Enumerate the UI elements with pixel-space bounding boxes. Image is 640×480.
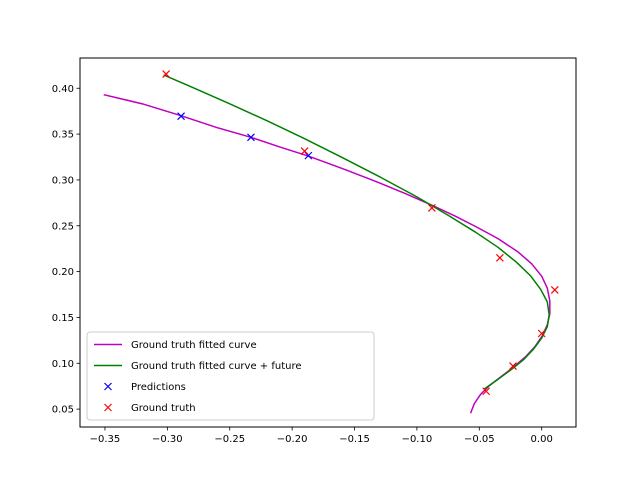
x-tick-label: −0.20 [277, 434, 308, 445]
legend-predictions-label: Predictions [131, 382, 186, 393]
y-tick-label: 0.15 [52, 313, 74, 324]
x-tick-label: −0.15 [339, 434, 370, 445]
legend-ground-truth-fitted-curve-future-label: Ground truth fitted curve + future [131, 361, 302, 372]
x-tick-label: −0.25 [214, 434, 245, 445]
ground-truth-marker [482, 387, 491, 396]
ground-truth-marker [509, 362, 517, 370]
predictions-marker [177, 112, 185, 121]
ground-truth-marker [550, 286, 559, 294]
y-tick-label: 0.35 [52, 130, 74, 141]
x-tick-label: −0.05 [464, 434, 495, 445]
legend-box [86, 331, 375, 421]
x-tick-label: 0.00 [531, 434, 553, 445]
ground-truth-marker [427, 203, 436, 212]
x-tick-label: −0.30 [152, 434, 183, 445]
ground-truth-marker [300, 147, 309, 155]
legend-predictions-swatch [104, 382, 112, 391]
x-axis: −0.35 −0.30 −0.25 −0.20 −0.15 −0.10 −0.05 0.00 [90, 427, 553, 445]
axes-frame [79, 57, 577, 428]
y-axis: 0.05 0.10 0.15 0.20 0.25 0.30 0.35 0.40 [52, 84, 80, 416]
legend-ground-truth-label: Ground truth [131, 403, 196, 414]
y-tick-label: 0.20 [52, 267, 74, 278]
x-tick-label: −0.10 [402, 434, 433, 445]
legend-ground-truth-swatch [104, 403, 112, 412]
ground-truth-marker [162, 70, 171, 78]
y-tick-label: 0.40 [52, 84, 74, 95]
y-tick-label: 0.10 [52, 359, 74, 370]
ground-truth-marker [495, 253, 504, 262]
x-tick-label: −0.35 [90, 434, 121, 445]
plot-area [103, 70, 559, 414]
ground-truth-marker [537, 329, 546, 338]
legend: Ground truth fitted curve Ground truth fi… [86, 331, 375, 421]
y-tick-label: 0.05 [52, 405, 74, 416]
predictions-marker [247, 133, 255, 142]
y-tick-label: 0.25 [52, 221, 74, 232]
legend-ground-truth-fitted-curve-label: Ground truth fitted curve [131, 340, 257, 351]
y-tick-label: 0.30 [52, 175, 74, 186]
ground-truth-fitted-curve-future-line [163, 74, 550, 390]
